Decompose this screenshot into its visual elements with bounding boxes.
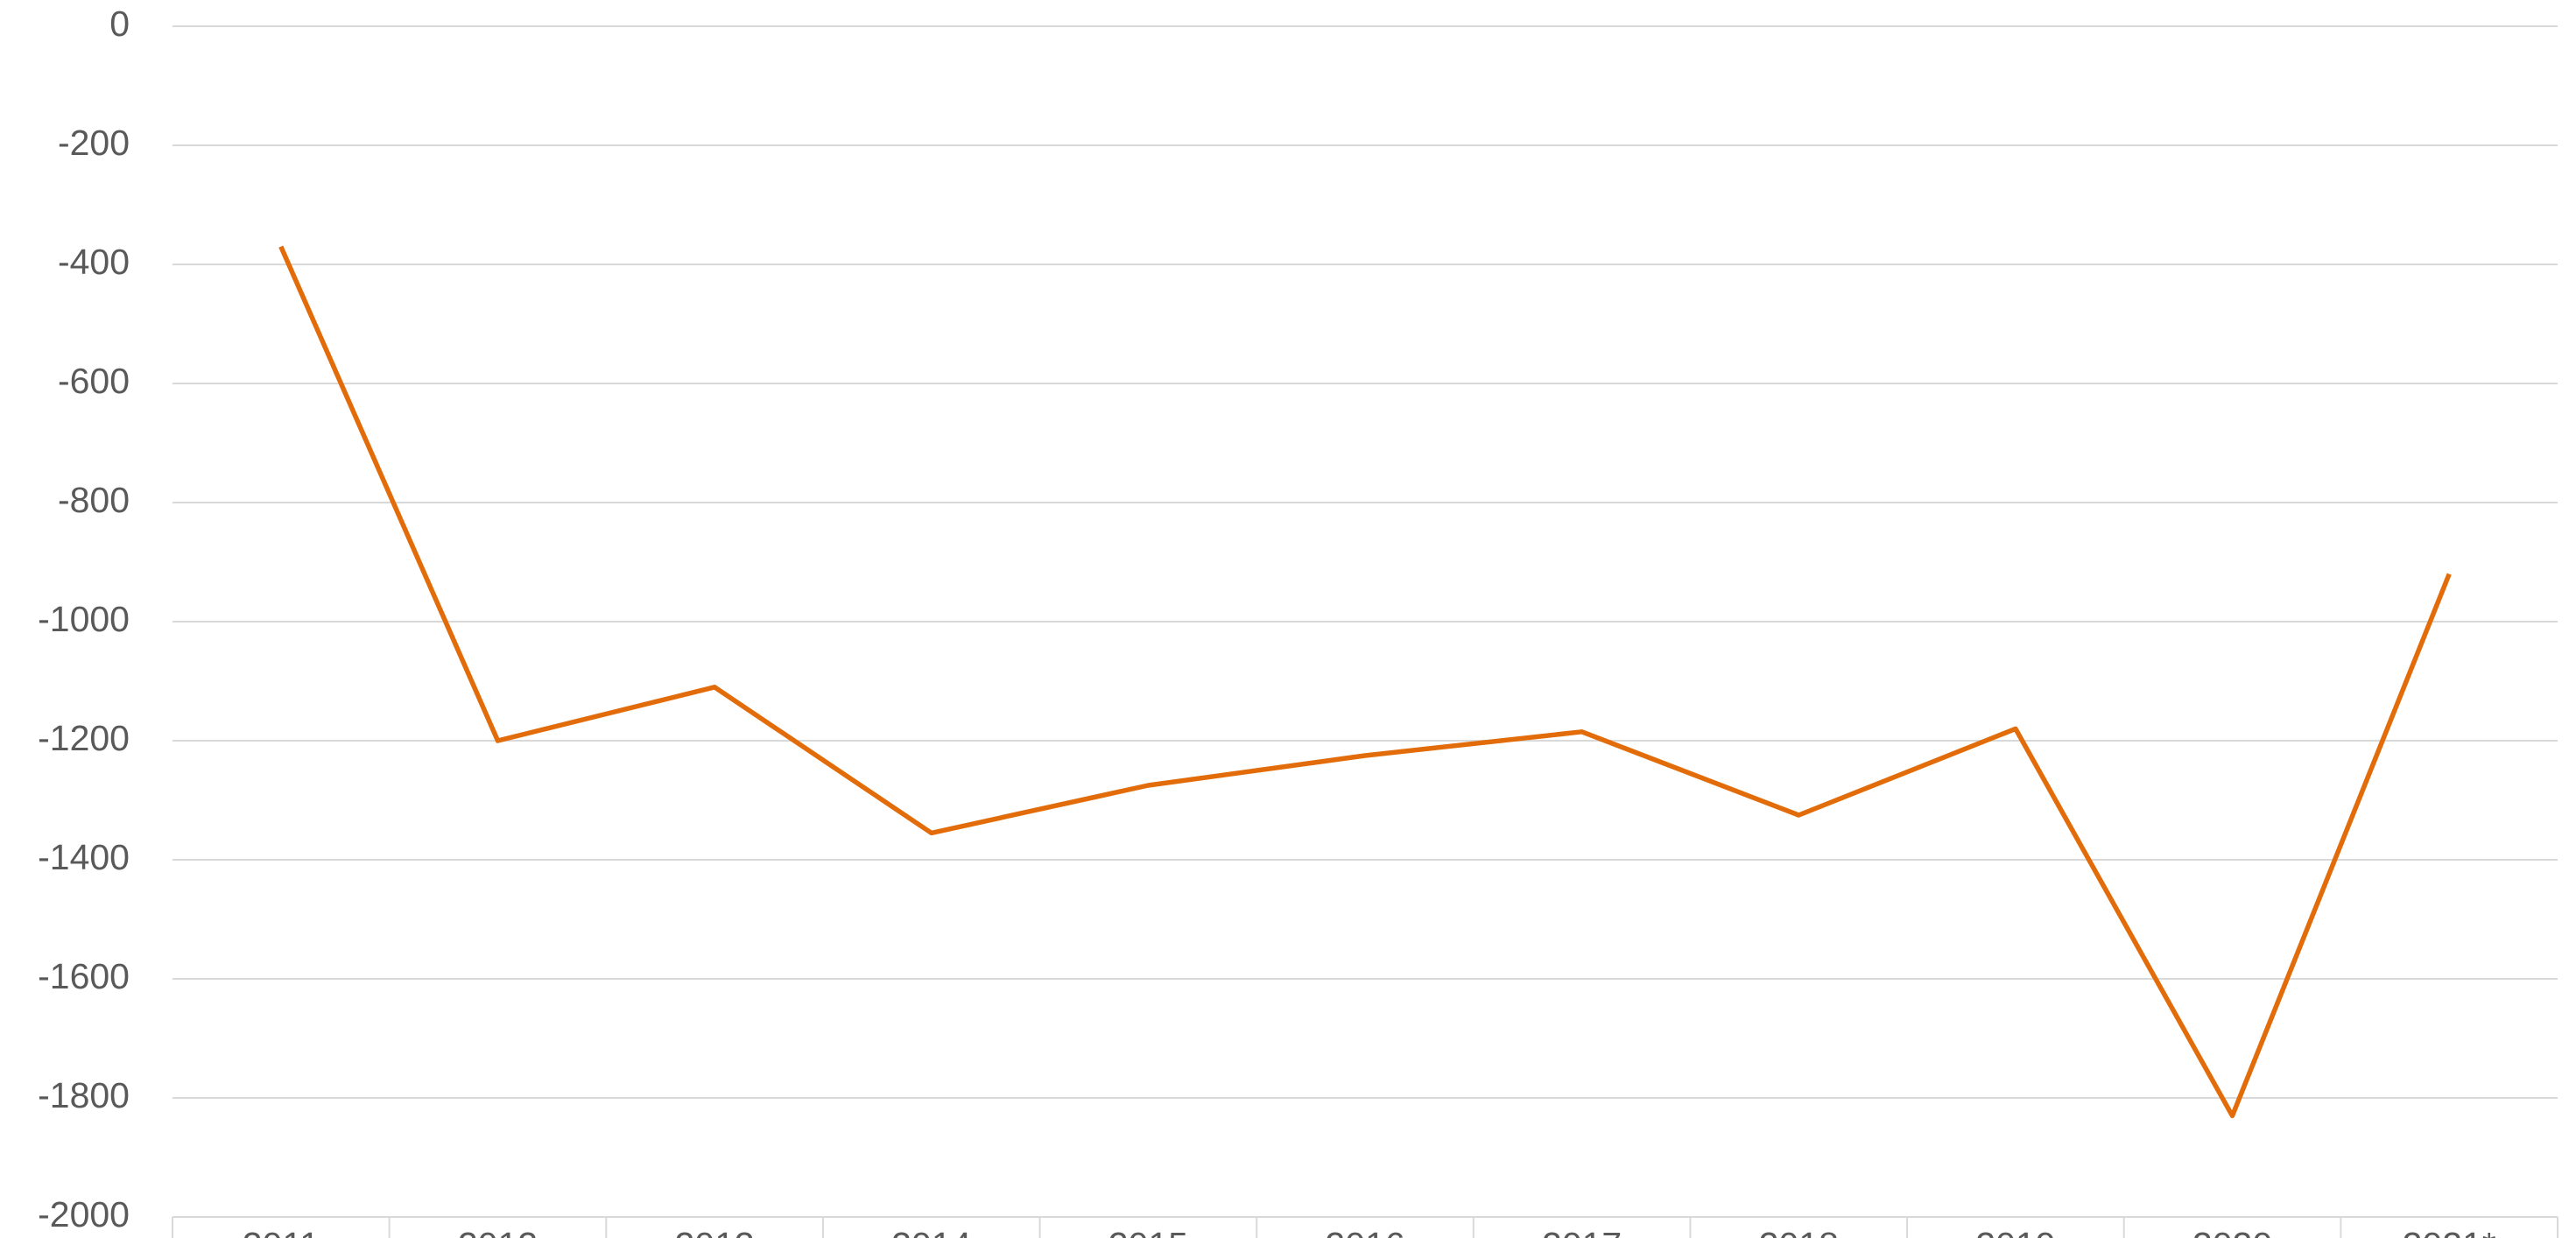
y-tick-label: -200	[58, 123, 130, 163]
y-tick-label: -800	[58, 480, 130, 520]
x-tick-label: 2013	[674, 1225, 754, 1238]
x-tick-label: 2017	[1542, 1225, 1622, 1238]
x-tick-label: 2016	[1325, 1225, 1404, 1238]
x-tick-label: 2020	[2192, 1225, 2272, 1238]
x-tick-label: 2011	[243, 1225, 320, 1238]
x-tick-label: 2014	[891, 1225, 971, 1238]
y-tick-label: -600	[58, 361, 130, 401]
x-tick-label: 2018	[1759, 1225, 1839, 1238]
x-tick-label: 2019	[1975, 1225, 2055, 1238]
x-tick-label: 2021*	[2403, 1225, 2496, 1238]
x-tick-label: 2012	[458, 1225, 538, 1238]
y-tick-label: -400	[58, 242, 130, 282]
y-tick-label: -1800	[38, 1075, 130, 1115]
y-tick-label: 0	[109, 4, 130, 44]
line	[278, 245, 2452, 1119]
y-tick-label: -1200	[38, 718, 130, 758]
y-tick-label: -1400	[38, 837, 130, 877]
y-tick-label: -1600	[38, 956, 130, 996]
y-tick-label: -1000	[38, 599, 130, 639]
y-tick-label: -2000	[38, 1194, 130, 1234]
x-tick-label: 2015	[1109, 1225, 1188, 1238]
